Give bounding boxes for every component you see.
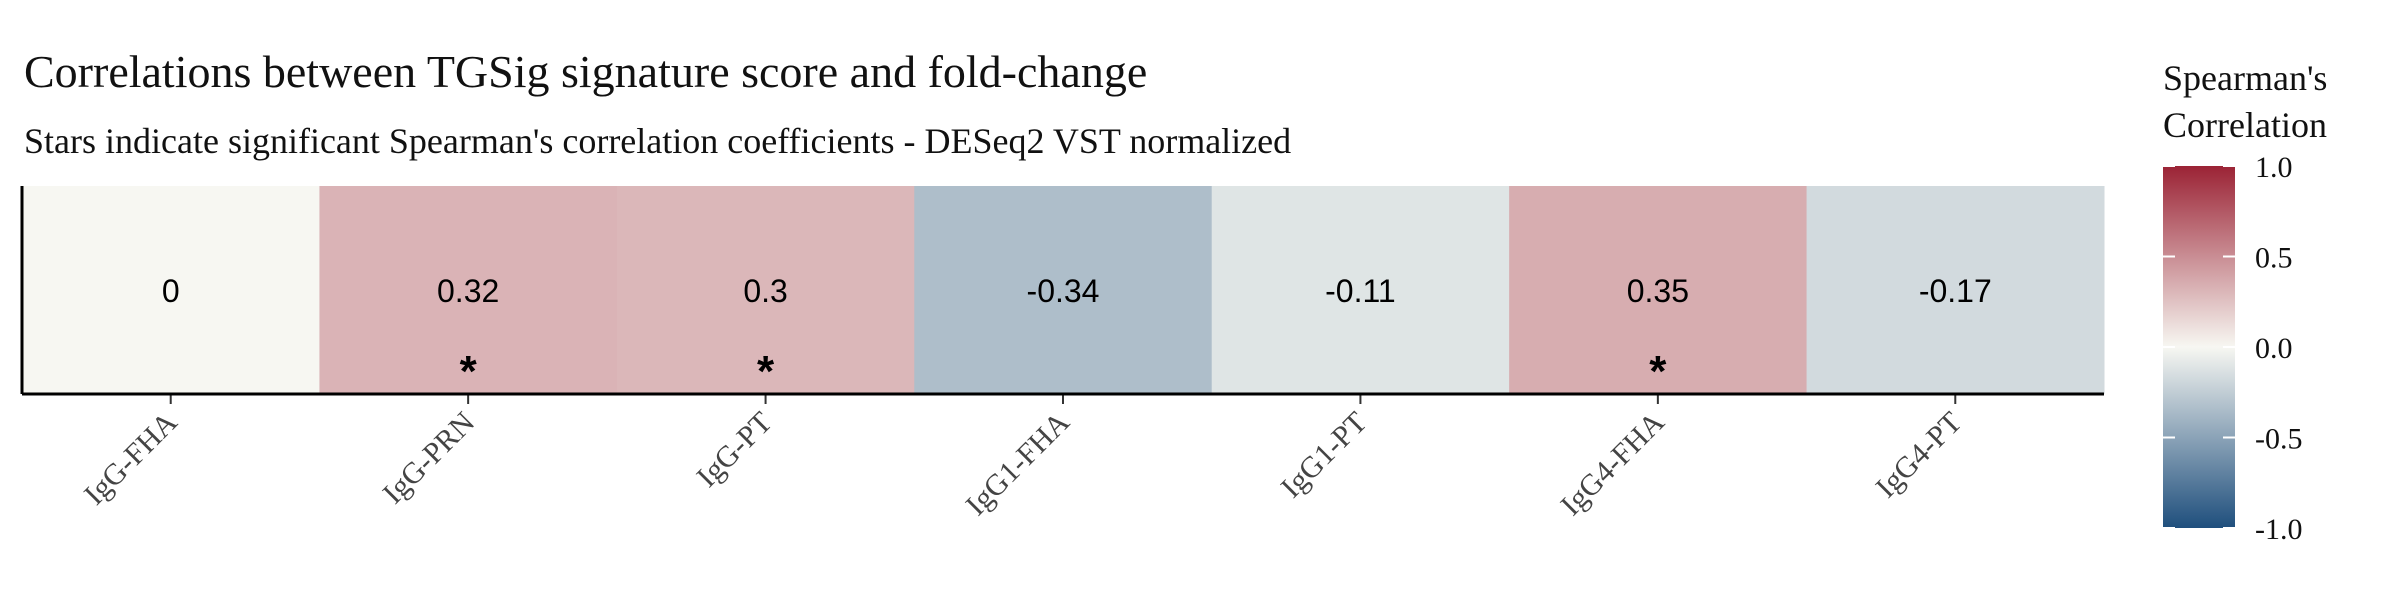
data-label: 0.32 [437,273,499,309]
heatmap-tile-igg4-fha [1509,186,1808,394]
x-tick-label: IgG1-PT [1275,406,1374,505]
heatmap-tile-igg1-fha [914,186,1213,394]
heatmap-tile-igg4-pt [1806,186,2105,394]
legend-tick-label: 1.0 [2255,151,2293,184]
heatmap-tile-igg-prn [319,186,618,394]
data-label: -0.17 [1919,273,1992,309]
chart-title: Correlations between TGSig signature sco… [24,46,1147,97]
x-tick-label: IgG4-FHA [1554,405,1671,522]
heatmap-tile-igg-fha [22,186,320,394]
heatmap-tile-igg-pt [616,186,915,394]
legend-title-line-2: Correlation [2163,105,2327,145]
chart-subtitle: Stars indicate significant Spearman's co… [24,121,1291,161]
x-tick-label: IgG-PRN [376,406,481,511]
x-tick-label: IgG-PT [690,406,778,494]
legend-tick-label: -0.5 [2255,423,2303,456]
data-label: -0.11 [1325,273,1396,309]
x-tick-label: IgG-FHA [78,405,184,511]
data-label: -0.34 [1027,273,1100,309]
legend-tick-label: -1.0 [2255,513,2303,546]
tiles-layer: 0 0.32 * 0.3 * -0.34 -0.11 0.35 * -0.17 [22,186,2105,396]
significance-star: * [757,347,775,396]
legend-tick-label: 0.5 [2255,242,2293,275]
significance-star: * [460,347,478,396]
data-label: 0.3 [743,273,787,309]
heatmap-tile-igg1-pt [1211,186,1510,394]
legend-ticks: 1.0 0.5 0.0 -0.5 -1.0 [2163,151,2303,546]
data-label: 0.35 [1627,273,1689,309]
x-tick-label: IgG1-FHA [960,405,1077,522]
legend: Spearman's Correlation 1.0 0.5 0.0 -0.5 -1.0 [2163,58,2327,546]
legend-tick-label: 0.0 [2255,332,2293,365]
x-tick-label: IgG4-PT [1869,406,1968,505]
data-label: 0 [162,273,180,309]
significance-star: * [1649,347,1667,396]
legend-title-line-1: Spearman's [2163,58,2327,98]
